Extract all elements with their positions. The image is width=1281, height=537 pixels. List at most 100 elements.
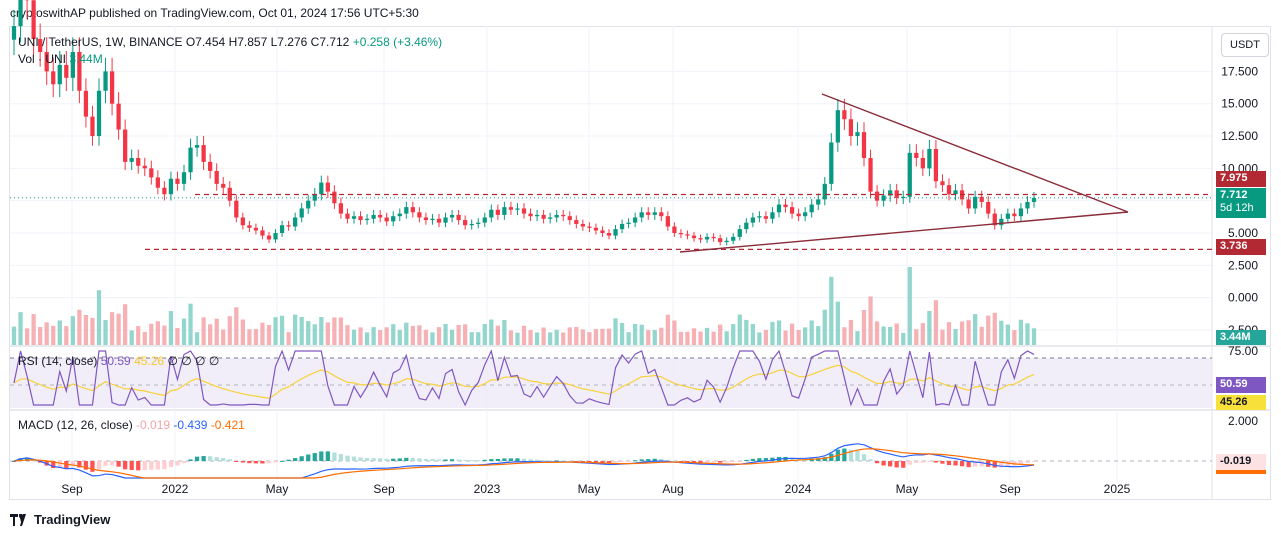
volume-bar — [51, 325, 56, 345]
rsi-label[interactable]: RSI (14, close) — [18, 354, 98, 368]
volume-bar — [541, 327, 546, 345]
volume-bar — [240, 319, 245, 345]
volume-bar — [731, 324, 736, 345]
macd-histogram-bar — [319, 451, 324, 461]
candle — [665, 216, 670, 227]
candle — [652, 212, 657, 215]
macd-histogram-bar — [704, 461, 710, 463]
price-change: +0.258 (+3.46%) — [352, 35, 443, 49]
candle — [861, 132, 867, 159]
candle — [1005, 213, 1010, 219]
candle — [11, 26, 17, 40]
macd-histogram-bar — [312, 453, 317, 461]
macd-histogram-bar — [149, 461, 154, 470]
volume-bar — [364, 332, 370, 345]
macd-histogram-bar — [619, 461, 625, 462]
volume-bar — [901, 332, 906, 345]
candle — [848, 119, 854, 137]
volume-bar — [554, 329, 559, 345]
candle — [90, 116, 95, 137]
volume-bar — [286, 332, 291, 345]
candle — [855, 132, 860, 137]
macd-histogram-bar — [358, 457, 363, 461]
macd-histogram-bar — [456, 459, 461, 461]
volume-bar — [116, 313, 121, 345]
volume-bar — [855, 331, 860, 345]
macd-line-value: -0.439 — [173, 418, 208, 432]
candle — [776, 204, 782, 213]
candle — [31, 0, 36, 40]
signal-marker — [1216, 470, 1266, 474]
volume-bar — [188, 303, 193, 345]
macd-histogram-bar — [247, 461, 252, 464]
volume-bar — [319, 317, 324, 345]
volume-bar — [31, 314, 36, 345]
volume-bar — [423, 329, 429, 345]
candle — [1012, 213, 1017, 217]
macd-histogram-bar — [678, 461, 684, 462]
volume-bar — [685, 331, 690, 345]
volume-bar — [515, 332, 520, 345]
volume-bar — [763, 329, 769, 345]
candle — [293, 217, 298, 227]
candle — [38, 39, 43, 52]
volume-bar — [946, 322, 952, 345]
macd-histogram-bar — [508, 458, 514, 461]
volume-bar — [789, 323, 795, 345]
volume-label[interactable]: Vol · UNI — [18, 52, 67, 66]
volume-bar — [142, 331, 147, 345]
volume-bar — [358, 327, 363, 345]
volume-bar — [809, 320, 814, 345]
candle — [279, 225, 285, 233]
candle — [116, 103, 121, 130]
macd-histogram-bar — [345, 455, 350, 461]
macd-histogram-bar — [155, 461, 160, 470]
currency-button[interactable]: USDT — [1221, 33, 1269, 57]
macd-histogram-bar — [744, 459, 749, 461]
macd-histogram-bar — [561, 460, 566, 462]
candle — [358, 216, 363, 221]
volume-bar — [953, 329, 958, 345]
candle — [404, 207, 409, 214]
time-tick-label: Sep — [61, 482, 83, 496]
macd-histogram-bar — [109, 461, 115, 466]
macd-histogram-bar — [279, 460, 285, 462]
volume-bar — [1031, 328, 1037, 345]
volume-bar — [351, 329, 357, 345]
candle — [338, 203, 344, 214]
candle — [384, 217, 389, 222]
macd-histogram-bar — [129, 461, 134, 471]
macd-histogram-bar — [11, 461, 17, 462]
candle — [646, 212, 651, 215]
volume-bar — [920, 323, 925, 345]
candle — [378, 214, 383, 218]
candle — [227, 187, 232, 201]
candle — [606, 233, 612, 236]
volume-bar — [861, 310, 867, 345]
volume-bar — [44, 322, 49, 345]
tradingview-brand[interactable]: TradingView — [34, 512, 111, 527]
price-tick-label: 15.000 — [1221, 97, 1258, 111]
volume-bar — [933, 300, 939, 345]
macd-histogram-bar — [378, 458, 383, 461]
macd-histogram-bar — [286, 459, 291, 461]
price-tick-label: 17.500 — [1221, 64, 1258, 78]
macd-histogram-bar — [521, 458, 527, 461]
macd-histogram-bar — [973, 461, 978, 467]
time-tick-label: 2023 — [474, 482, 501, 496]
macd-histogram-bar — [142, 461, 147, 471]
macd-label[interactable]: MACD (12, 26, close) — [18, 418, 133, 432]
candle — [966, 199, 971, 209]
volume-bar — [227, 316, 232, 345]
candle — [319, 182, 324, 195]
macd-histogram-bar — [946, 461, 952, 466]
volume-bar — [469, 332, 474, 345]
macd-histogram-bar — [737, 461, 742, 462]
symbol-name[interactable]: UNI / TetherUS, 1W, BINANCE — [18, 35, 183, 49]
volume-bar — [842, 327, 847, 345]
tradingview-logo-icon[interactable] — [10, 513, 30, 526]
candle — [561, 214, 566, 217]
macd-histogram-bar — [188, 459, 193, 461]
ohlc-low: L7.276 — [270, 35, 308, 49]
